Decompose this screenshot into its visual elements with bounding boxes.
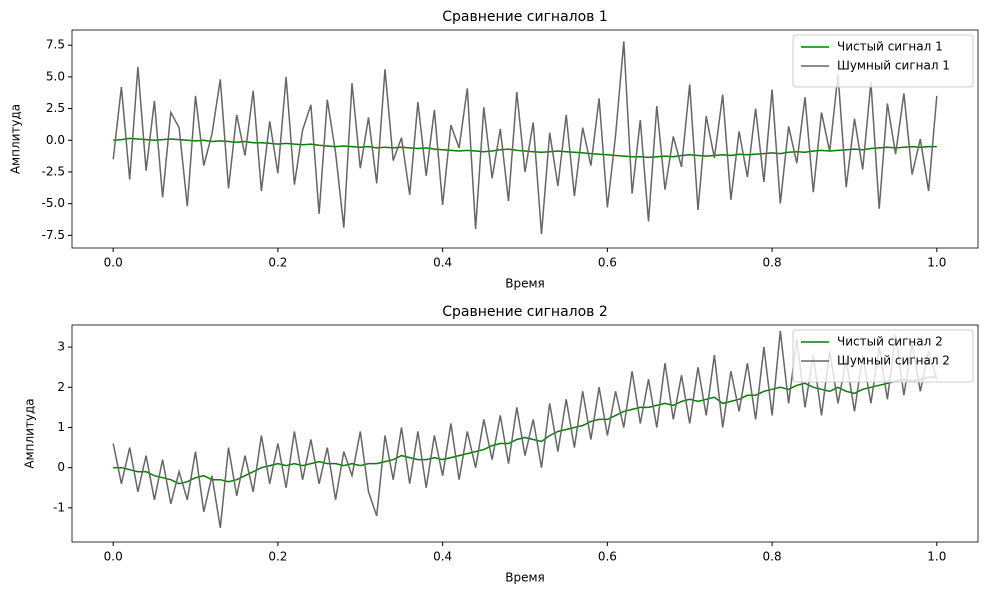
chart-title: Сравнение сигналов 1 (442, 9, 608, 25)
legend-box (792, 329, 974, 383)
x-tick-label: 0.6 (598, 256, 617, 270)
legend-label: Чистый сигнал 1 (837, 40, 943, 54)
x-tick-label: 0.8 (763, 550, 782, 564)
y-tick-label: 2 (57, 380, 65, 394)
y-tick-label: -7.5 (42, 228, 65, 242)
x-tick-label: 1.0 (927, 550, 946, 564)
y-tick-label: 3 (57, 340, 65, 354)
y-tick-label: 0.0 (46, 133, 65, 147)
x-tick-label: 0.4 (433, 550, 452, 564)
y-tick-label: -5.0 (42, 196, 65, 210)
x-tick-label: 1.0 (927, 256, 946, 270)
x-tick-label: 0.8 (763, 256, 782, 270)
y-tick-label: 2.5 (46, 101, 65, 115)
y-tick-label: 1 (57, 420, 65, 434)
series-line (113, 376, 937, 485)
y-axis-label: Амплитуда (9, 104, 23, 174)
legend-label: Шумный сигнал 1 (837, 59, 950, 73)
x-tick-label: 0.4 (433, 256, 452, 270)
x-tick-label: 0.0 (104, 550, 123, 564)
x-tick-label: 0.2 (268, 550, 287, 564)
x-tick-label: 0.2 (268, 256, 287, 270)
plot-frame (71, 29, 979, 249)
x-axis-label: Время (505, 277, 545, 291)
x-axis-label: Время (505, 571, 545, 585)
plot-frame (71, 324, 979, 543)
chart-title: Сравнение сигналов 2 (442, 304, 608, 320)
y-tick-label: -1 (53, 500, 65, 514)
y-axis-label: Амплитуда (23, 398, 37, 468)
x-tick-label: 0.0 (104, 256, 123, 270)
legend-box (792, 34, 974, 88)
x-tick-label: 0.6 (598, 550, 617, 564)
series-line (113, 137, 937, 159)
y-tick-label: -2.5 (42, 164, 65, 178)
series-line (112, 41, 938, 235)
y-tick-label: 7.5 (46, 38, 65, 52)
legend-label: Шумный сигнал 2 (837, 354, 950, 368)
y-tick-label: 5.0 (46, 69, 65, 83)
legend-label: Чистый сигнал 2 (837, 335, 943, 349)
y-tick-label: 0 (57, 460, 65, 474)
